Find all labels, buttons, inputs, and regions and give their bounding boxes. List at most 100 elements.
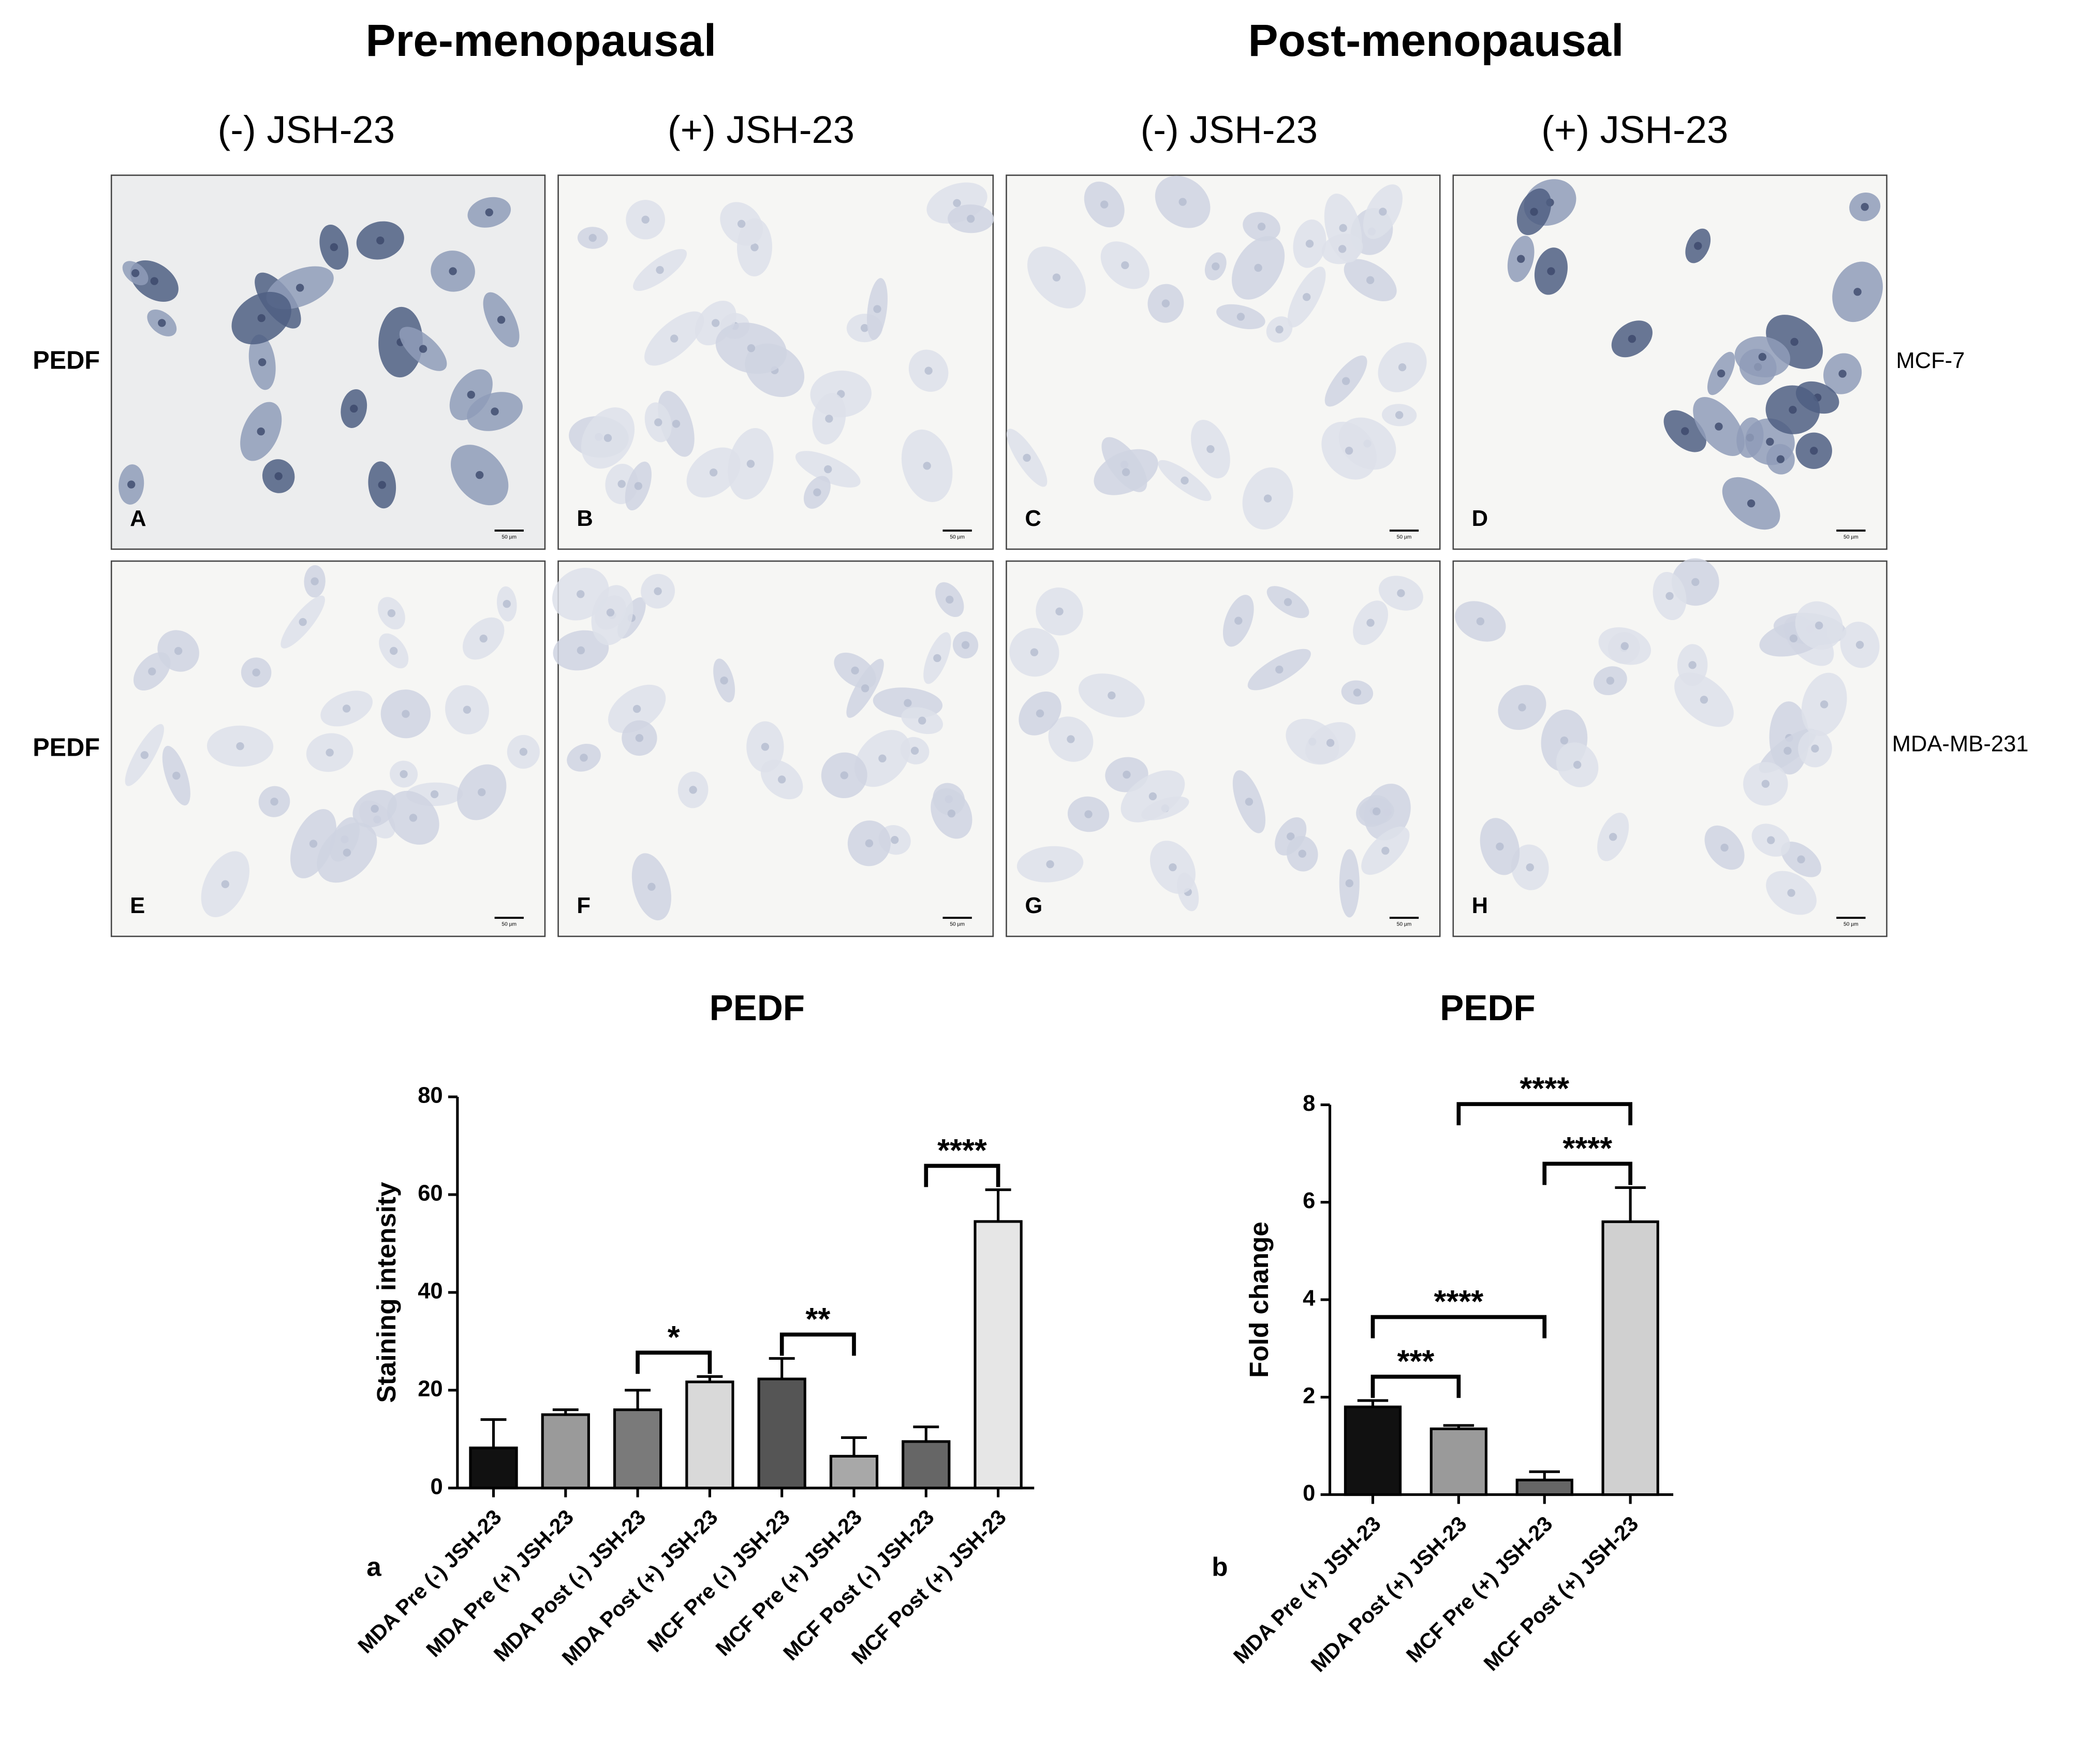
significance-bracket bbox=[1456, 1102, 1632, 1126]
nucleus bbox=[1530, 208, 1538, 216]
micrograph: D 50 µm bbox=[1452, 174, 1888, 550]
significance-bracket bbox=[1370, 1315, 1547, 1339]
nucleus bbox=[1030, 648, 1039, 656]
nucleus bbox=[1373, 807, 1381, 816]
error-bar bbox=[1357, 1399, 1389, 1407]
nucleus bbox=[1206, 445, 1215, 453]
nucleus bbox=[953, 199, 961, 207]
nucleus bbox=[1036, 709, 1044, 718]
nucleus bbox=[1395, 411, 1404, 419]
y-axis-title: Fold change bbox=[1244, 1222, 1274, 1378]
y-axis-title: Staining intensity bbox=[372, 1182, 401, 1403]
nucleus bbox=[257, 314, 266, 322]
nucleus bbox=[430, 790, 439, 799]
y-tick-label: 0 bbox=[430, 1474, 443, 1499]
nucleus bbox=[1236, 313, 1245, 321]
nucleus bbox=[1476, 617, 1485, 626]
group-title: Post-menopausal bbox=[1248, 16, 1624, 66]
nucleus bbox=[1084, 810, 1093, 818]
nucleus bbox=[632, 704, 641, 713]
nucleus bbox=[1776, 455, 1785, 463]
nucleus bbox=[1700, 696, 1708, 704]
bar bbox=[1429, 1427, 1488, 1496]
nucleus bbox=[1275, 665, 1284, 674]
nucleus bbox=[1811, 744, 1819, 753]
nucleus bbox=[326, 748, 334, 757]
nucleus bbox=[258, 358, 267, 366]
nucleus bbox=[825, 415, 833, 423]
nucleus bbox=[603, 434, 612, 442]
nucleus bbox=[378, 481, 386, 489]
nucleus bbox=[252, 668, 260, 677]
nucleus bbox=[150, 277, 158, 285]
bar bbox=[974, 1220, 1023, 1490]
error-bar bbox=[985, 1188, 1011, 1222]
panel-letter: G bbox=[1025, 893, 1042, 918]
nucleus bbox=[1573, 760, 1582, 769]
error-bar bbox=[480, 1418, 507, 1448]
nucleus bbox=[1496, 842, 1504, 851]
micrograph: A 50 µm bbox=[110, 174, 546, 550]
nucleus bbox=[1284, 598, 1292, 606]
nucleus bbox=[491, 407, 499, 416]
nucleus bbox=[1758, 352, 1766, 361]
nucleus bbox=[387, 609, 396, 618]
nucleus bbox=[1789, 406, 1797, 414]
nucleus bbox=[1516, 255, 1525, 263]
significance-label: **** bbox=[1520, 1071, 1569, 1107]
nucleus bbox=[1100, 200, 1109, 209]
chart-title: PEDF bbox=[1440, 988, 1535, 1028]
nucleus bbox=[1046, 860, 1054, 869]
nucleus bbox=[1263, 494, 1272, 503]
y-tick-label: 40 bbox=[418, 1278, 443, 1303]
panel-label: a bbox=[366, 1552, 381, 1582]
nucleus bbox=[1341, 377, 1350, 385]
nucleus bbox=[711, 319, 720, 327]
nucleus bbox=[654, 587, 662, 595]
y-tick-label: 20 bbox=[418, 1376, 443, 1401]
nucleus bbox=[158, 319, 166, 327]
nucleus bbox=[750, 243, 759, 252]
nucleus bbox=[172, 771, 181, 780]
y-tick-label: 2 bbox=[1303, 1384, 1315, 1408]
micrographs: A 50 µm B 50 µm C 50 µm D 50 µm E 50 µm F 50 µm G 50 … bbox=[110, 174, 1888, 937]
nucleus bbox=[1381, 846, 1390, 855]
micrograph: H 50 µm bbox=[1452, 558, 1888, 937]
cell-line-label: MCF-7 bbox=[1896, 348, 1965, 373]
scale-bar-label: 50 µm bbox=[1397, 535, 1412, 540]
panel-letter: F bbox=[577, 893, 591, 918]
nucleus bbox=[311, 577, 319, 585]
nucleus bbox=[479, 634, 488, 643]
nucleus bbox=[1838, 370, 1847, 378]
bar bbox=[757, 1377, 806, 1490]
nucleus bbox=[1298, 849, 1306, 858]
error-bar bbox=[1615, 1186, 1646, 1222]
nucleus bbox=[503, 600, 511, 608]
nucleus bbox=[1023, 453, 1031, 462]
nucleus bbox=[330, 243, 338, 252]
nucleus bbox=[672, 420, 681, 428]
nucleus bbox=[1055, 607, 1064, 616]
error-bar bbox=[697, 1375, 723, 1382]
nucleus bbox=[1609, 833, 1617, 841]
panel-letter: H bbox=[1472, 893, 1488, 918]
significance-label: **** bbox=[1562, 1130, 1612, 1166]
scale-bar-label: 50 µm bbox=[1397, 922, 1412, 928]
nucleus bbox=[746, 460, 755, 468]
nucleus bbox=[309, 840, 318, 848]
nucleus bbox=[1067, 735, 1075, 743]
column-title: (-) JSH-23 bbox=[218, 108, 395, 151]
nucleus bbox=[947, 809, 956, 818]
error-bar bbox=[1443, 1424, 1475, 1429]
nucleus bbox=[274, 472, 283, 480]
nucleus bbox=[1178, 198, 1187, 206]
bar bbox=[829, 1454, 879, 1490]
nucleus bbox=[1254, 263, 1262, 272]
nucleus bbox=[1783, 746, 1792, 755]
nucleus bbox=[967, 214, 975, 223]
nucleus bbox=[577, 590, 585, 598]
significance-bracket bbox=[924, 1164, 1000, 1187]
nucleus bbox=[865, 839, 874, 847]
nucleus bbox=[475, 471, 484, 479]
